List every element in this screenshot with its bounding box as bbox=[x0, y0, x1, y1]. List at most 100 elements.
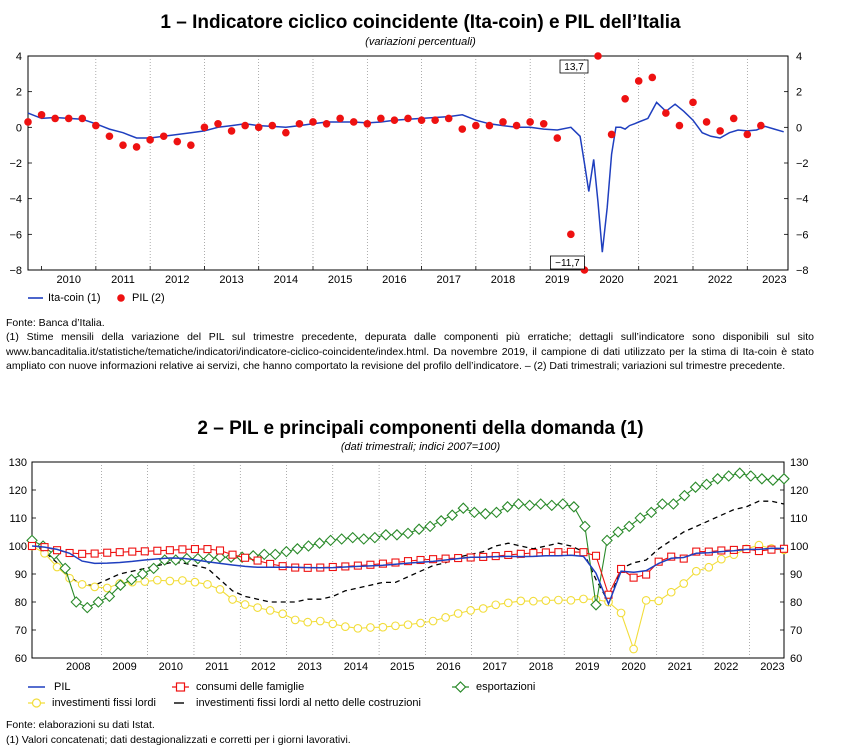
marker-esportazioni bbox=[92, 596, 105, 608]
marker-esportazioni bbox=[147, 562, 160, 575]
marker-investimenti bbox=[403, 620, 413, 630]
marker-investimenti bbox=[516, 596, 526, 606]
marker-consumi bbox=[266, 559, 275, 568]
marker-investimenti bbox=[52, 562, 62, 572]
marker-investimenti bbox=[165, 576, 175, 586]
marker-investimenti bbox=[366, 623, 375, 632]
pil-dot bbox=[431, 116, 439, 124]
marker-esportazioni bbox=[125, 573, 138, 586]
marker-consumi bbox=[429, 555, 438, 564]
y-tick-label-left: 60 bbox=[15, 653, 27, 665]
marker-consumi bbox=[754, 546, 763, 556]
chart1-footnote: (1) Stime mensili della variazione del P… bbox=[6, 331, 814, 372]
marker-esportazioni bbox=[302, 540, 315, 552]
y-tick-label-right: 80 bbox=[790, 597, 802, 609]
pil-dot bbox=[472, 121, 480, 130]
marker-esportazioni bbox=[733, 467, 746, 479]
marker-esportazioni bbox=[612, 526, 624, 538]
marker-esportazioni bbox=[568, 501, 580, 513]
y-tick-label-left: 100 bbox=[9, 541, 27, 553]
pil-dot bbox=[78, 114, 87, 123]
x-tick-label: 2008 bbox=[66, 661, 90, 673]
x-tick-label: 2012 bbox=[251, 661, 275, 673]
marker-consumi bbox=[554, 548, 563, 557]
marker-consumi bbox=[103, 548, 112, 557]
plot-frame bbox=[27, 55, 789, 271]
y-tick-label-left: 90 bbox=[15, 569, 27, 581]
pil-dot bbox=[689, 98, 697, 107]
marker-esportazioni bbox=[468, 506, 481, 519]
pil-dot bbox=[159, 132, 168, 141]
marker-investimenti bbox=[666, 587, 676, 597]
marker-esportazioni bbox=[280, 545, 293, 558]
marker-esportazioni bbox=[380, 529, 392, 541]
marker-esportazioni bbox=[457, 502, 470, 514]
marker-consumi bbox=[566, 547, 575, 556]
y-tick-label-left: −6 bbox=[9, 229, 22, 241]
marker-esportazioni bbox=[545, 499, 558, 512]
pil-dot bbox=[187, 141, 195, 149]
marker-consumi bbox=[165, 546, 174, 555]
legend-item-pil: PIL (2) bbox=[116, 292, 165, 304]
marker-investimenti bbox=[278, 609, 288, 619]
pil-dot bbox=[282, 128, 290, 137]
marker-consumi bbox=[115, 548, 124, 557]
pil-dot bbox=[295, 119, 304, 128]
marker-consumi bbox=[704, 547, 713, 556]
pil-dot bbox=[132, 143, 141, 151]
pil-dot bbox=[200, 123, 209, 132]
marker-investimenti bbox=[503, 598, 513, 608]
pil-dot bbox=[254, 123, 263, 132]
pil-dot bbox=[363, 119, 372, 128]
marker-esportazioni bbox=[711, 473, 724, 485]
pil-dot bbox=[526, 118, 534, 126]
marker-esportazioni bbox=[203, 552, 215, 565]
x-tick-label: 2022 bbox=[714, 661, 738, 673]
x-tick-label: 2020 bbox=[599, 274, 623, 286]
pil-dot bbox=[349, 118, 358, 126]
y-tick-label-right: 90 bbox=[790, 569, 802, 581]
marker-consumi bbox=[241, 553, 250, 562]
legend-dot-swatch bbox=[117, 294, 125, 302]
annotation-label: −11,7 bbox=[555, 258, 580, 269]
marker-consumi bbox=[579, 548, 588, 557]
legend-item-investimenti: investimenti fissi lordi bbox=[28, 697, 156, 709]
marker-esportazioni bbox=[291, 543, 304, 555]
chart1-title: 1 – Indicatore ciclico coincidente (Ita-… bbox=[160, 12, 681, 33]
y-tick-label-right: −6 bbox=[796, 229, 809, 241]
x-tick-label: 2021 bbox=[654, 274, 678, 286]
x-tick-label: 2015 bbox=[390, 661, 414, 673]
marker-consumi bbox=[504, 550, 513, 560]
marker-investimenti bbox=[265, 606, 275, 615]
y-tick-label-left: −8 bbox=[9, 265, 22, 277]
chart1-subtitle: (variazioni percentuali) bbox=[365, 36, 476, 48]
pil-dot bbox=[173, 137, 182, 146]
marker-esportazioni bbox=[590, 599, 602, 611]
y-tick-label-left: 130 bbox=[9, 457, 27, 469]
marker-esportazioni bbox=[369, 531, 381, 544]
legend-circle-swatch bbox=[28, 698, 45, 708]
pil-dot bbox=[444, 114, 453, 123]
pil-dot bbox=[499, 118, 507, 126]
marker-esportazioni bbox=[557, 498, 569, 510]
pil-dot bbox=[485, 121, 494, 130]
marker-investimenti bbox=[290, 615, 300, 625]
pil-dot bbox=[702, 118, 711, 126]
marker-esportazioni bbox=[335, 533, 348, 545]
pil-dot bbox=[729, 114, 738, 123]
y-tick-label-right: 4 bbox=[796, 51, 802, 63]
pil-dot bbox=[553, 134, 562, 142]
pil-dot bbox=[241, 121, 249, 130]
marker-consumi bbox=[366, 560, 375, 569]
chart2: 2008 2009 2010 2011 2012 2013 2014 2015 2016 2017… bbox=[9, 457, 809, 673]
legend-label: investimenti fissi lordi al netto delle … bbox=[196, 697, 421, 709]
pil-dot bbox=[675, 121, 684, 130]
y-tick-label-right: 2 bbox=[796, 87, 802, 99]
legend-label: investimenti fissi lordi bbox=[52, 697, 156, 709]
marker-consumi bbox=[642, 570, 651, 579]
legend-label: esportazioni bbox=[476, 681, 536, 693]
annotation-box bbox=[550, 255, 585, 270]
marker-esportazioni bbox=[114, 579, 127, 591]
x-tick-label: 2011 bbox=[205, 661, 229, 673]
marker-esportazioni bbox=[534, 498, 547, 510]
